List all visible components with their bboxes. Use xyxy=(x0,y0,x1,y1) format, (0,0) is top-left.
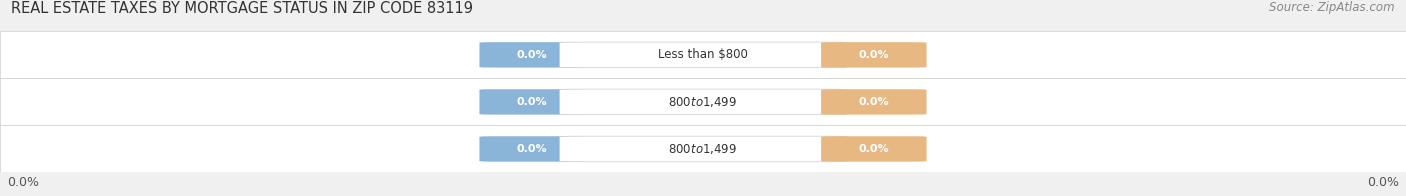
Text: 0.0%: 0.0% xyxy=(859,144,889,154)
FancyBboxPatch shape xyxy=(821,42,927,68)
Text: 0.0%: 0.0% xyxy=(1367,176,1399,189)
Bar xyxy=(0,31,1406,78)
Text: REAL ESTATE TAXES BY MORTGAGE STATUS IN ZIP CODE 83119: REAL ESTATE TAXES BY MORTGAGE STATUS IN … xyxy=(11,1,474,16)
FancyBboxPatch shape xyxy=(821,89,927,115)
Text: 0.0%: 0.0% xyxy=(517,97,547,107)
FancyBboxPatch shape xyxy=(479,42,585,68)
Text: 0.0%: 0.0% xyxy=(7,176,39,189)
FancyBboxPatch shape xyxy=(560,42,846,68)
Text: $800 to $1,499: $800 to $1,499 xyxy=(668,95,738,109)
FancyBboxPatch shape xyxy=(479,136,585,162)
Text: 0.0%: 0.0% xyxy=(517,50,547,60)
Text: 0.0%: 0.0% xyxy=(859,50,889,60)
Bar xyxy=(0,78,1406,125)
FancyBboxPatch shape xyxy=(821,136,927,162)
FancyBboxPatch shape xyxy=(560,89,846,115)
FancyBboxPatch shape xyxy=(479,89,585,115)
Text: 0.0%: 0.0% xyxy=(859,97,889,107)
Text: 0.0%: 0.0% xyxy=(517,144,547,154)
Text: Source: ZipAtlas.com: Source: ZipAtlas.com xyxy=(1270,1,1395,14)
FancyBboxPatch shape xyxy=(560,136,846,162)
Bar xyxy=(0,125,1406,172)
Text: Less than $800: Less than $800 xyxy=(658,48,748,61)
Text: $800 to $1,499: $800 to $1,499 xyxy=(668,142,738,156)
